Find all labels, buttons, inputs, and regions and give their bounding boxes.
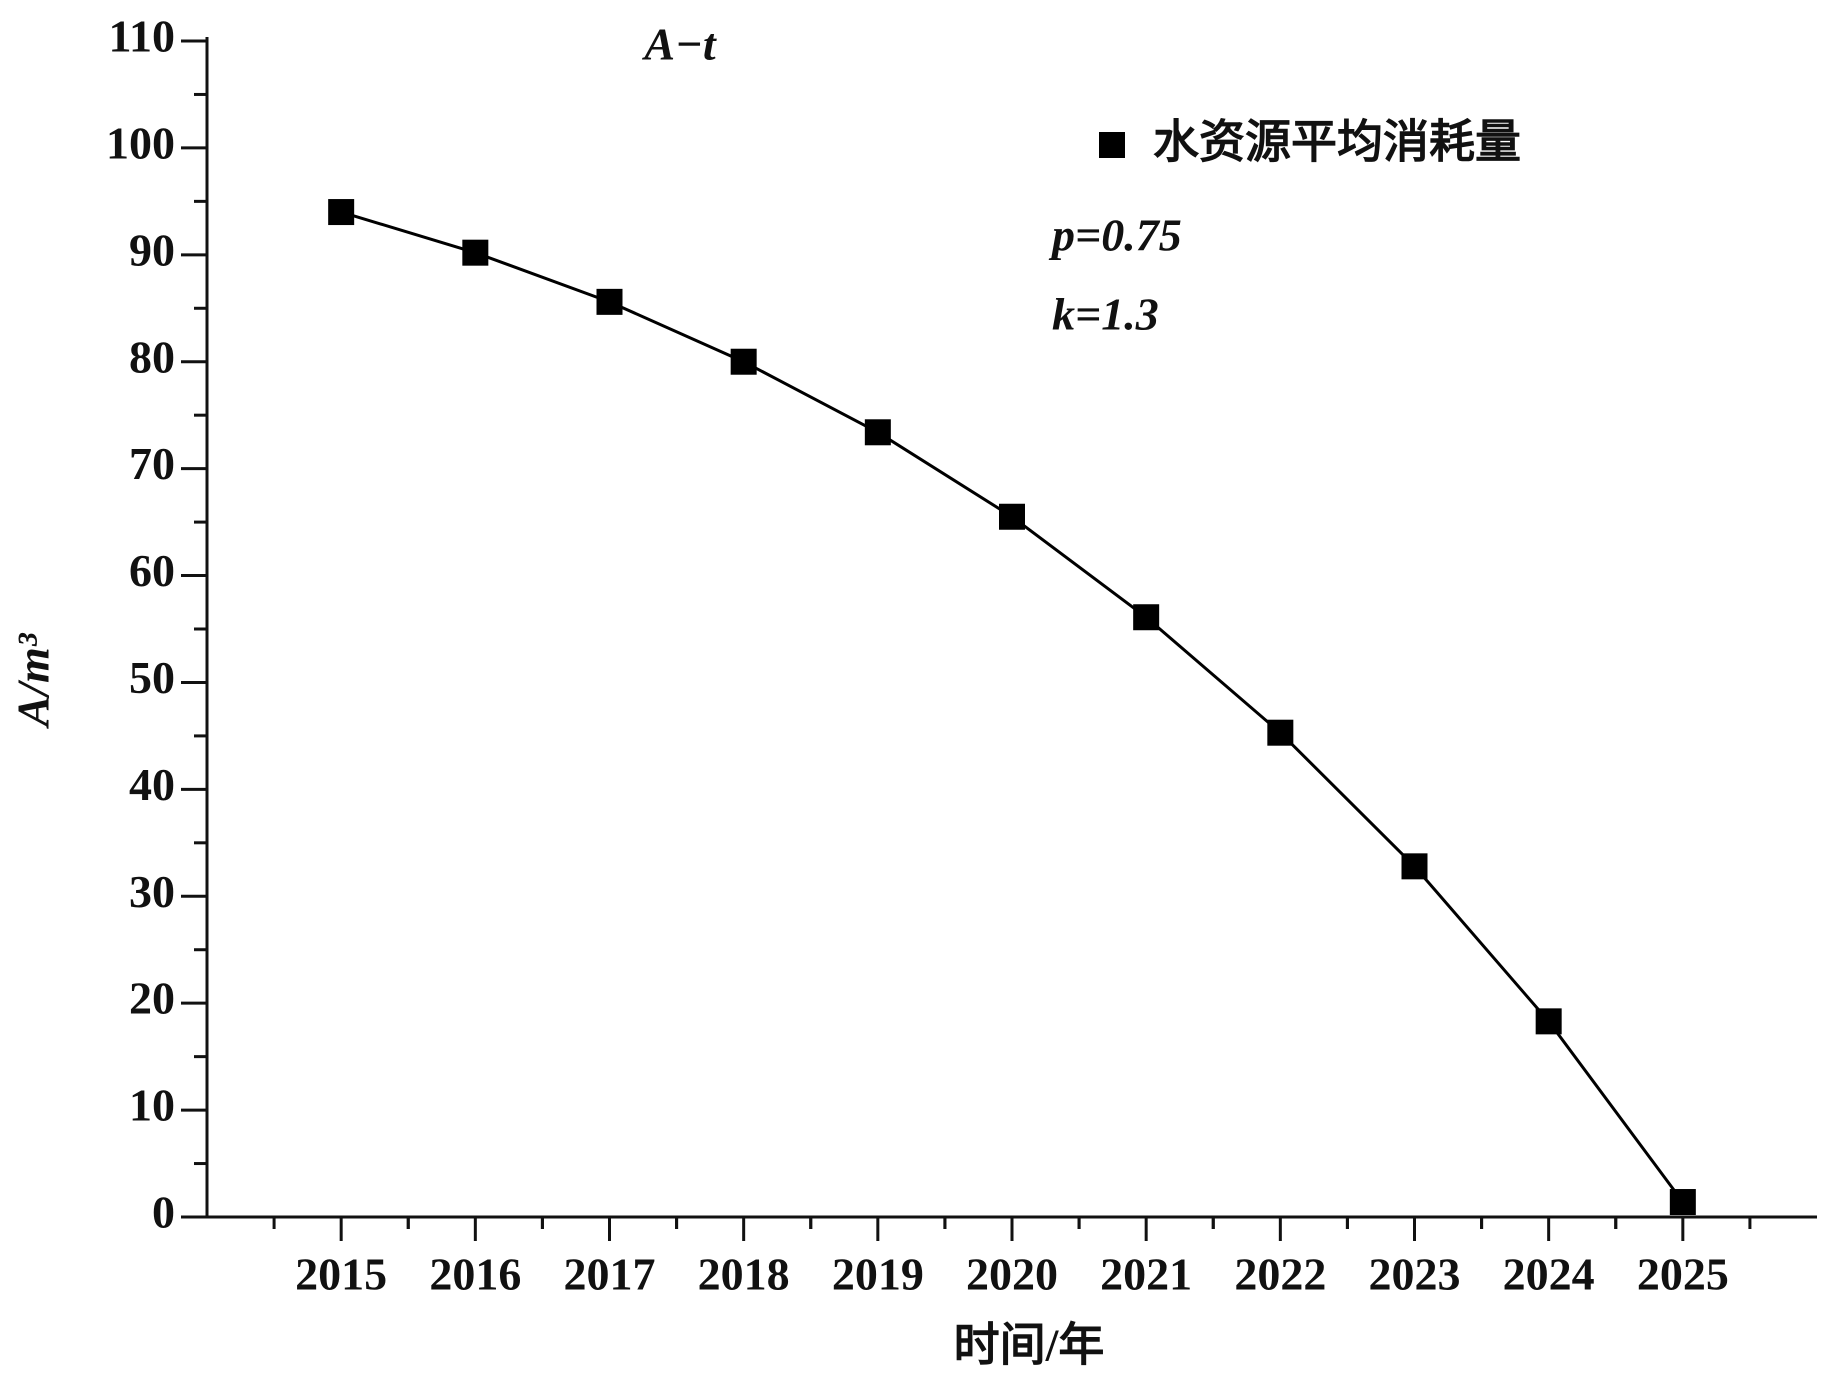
x-axis-label: 时间/年 (954, 1320, 1105, 1371)
y-tick-label: 70 (129, 438, 175, 489)
y-tick-label: 100 (106, 117, 175, 168)
legend-marker (1099, 132, 1125, 158)
x-tick-label: 2022 (1234, 1249, 1326, 1300)
y-tick-label: 80 (129, 331, 175, 382)
y-tick-label: 50 (129, 652, 175, 703)
y-axis-label: A/m³ (8, 632, 59, 729)
y-tick-label: 10 (129, 1080, 175, 1131)
annotation: p=0.75 (1048, 210, 1182, 261)
data-point (999, 503, 1025, 530)
y-tick-label: 40 (129, 759, 175, 810)
data-point (864, 419, 891, 446)
data-point (462, 239, 489, 266)
x-tick-label: 2021 (1100, 1249, 1192, 1300)
y-tick-label: 110 (109, 11, 175, 62)
chart-title: A−t (641, 19, 717, 70)
data-point (1401, 853, 1428, 880)
data-point (328, 199, 355, 226)
y-tick-label: 60 (129, 545, 175, 596)
y-tick-label: 20 (129, 973, 175, 1024)
data-point (1535, 1008, 1562, 1035)
x-tick-label: 2025 (1637, 1249, 1729, 1300)
x-tick-label: 2024 (1503, 1249, 1595, 1300)
data-point (1669, 1189, 1696, 1216)
x-tick-label: 2019 (832, 1249, 924, 1300)
y-tick-label: 30 (129, 866, 175, 917)
x-tick-label: 2016 (429, 1249, 521, 1300)
x-tick-label: 2023 (1369, 1249, 1461, 1300)
series-line (340, 210, 1685, 1203)
x-tick-label: 2018 (698, 1249, 790, 1300)
y-tick-label: 0 (152, 1187, 175, 1238)
y-tick-label: 90 (129, 224, 175, 275)
data-point (1267, 719, 1294, 746)
data-point (596, 288, 623, 315)
legend-label: 水资源平均消耗量 (1153, 115, 1521, 169)
data-point (730, 348, 757, 375)
x-tick-label: 2015 (295, 1249, 387, 1300)
x-tick-label: 2017 (564, 1249, 656, 1300)
annotation: k=1.3 (1052, 289, 1159, 340)
data-point (1133, 604, 1160, 631)
x-tick-label: 2020 (966, 1249, 1058, 1300)
